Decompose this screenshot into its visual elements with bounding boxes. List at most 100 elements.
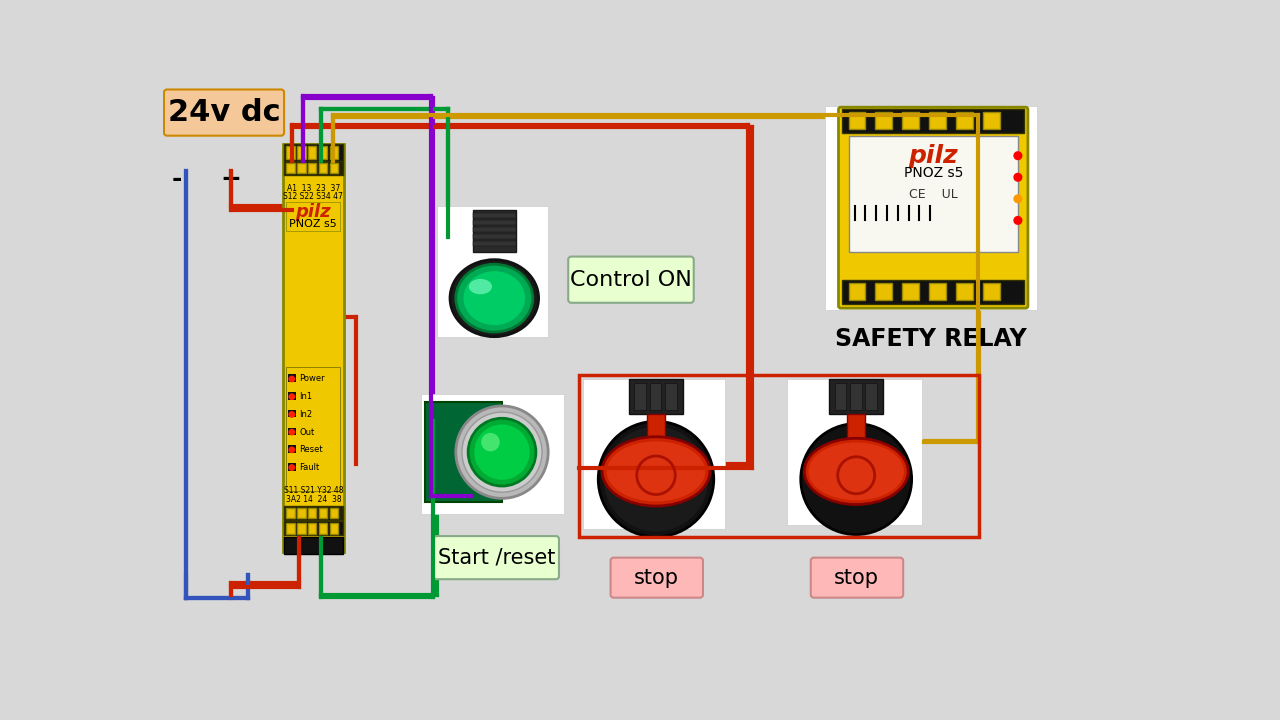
Text: PNOZ s5: PNOZ s5 <box>904 166 963 181</box>
Bar <box>329 508 338 518</box>
Text: SAFETY RELAY: SAFETY RELAY <box>836 327 1027 351</box>
Text: S12 S22 S34 47: S12 S22 S34 47 <box>283 192 343 201</box>
FancyBboxPatch shape <box>568 256 694 303</box>
Circle shape <box>468 418 536 486</box>
Bar <box>284 537 343 554</box>
Bar <box>436 206 548 337</box>
Bar <box>319 508 328 518</box>
Ellipse shape <box>602 437 710 506</box>
Text: stop: stop <box>833 567 878 588</box>
Text: Start /reset: Start /reset <box>438 548 556 567</box>
Text: Reset: Reset <box>300 446 323 454</box>
Bar <box>421 395 563 514</box>
Circle shape <box>1014 217 1021 224</box>
Bar <box>849 283 865 300</box>
Bar <box>829 379 883 414</box>
Bar <box>287 202 340 231</box>
FancyBboxPatch shape <box>434 536 559 579</box>
Text: Fault: Fault <box>300 463 320 472</box>
Text: Out: Out <box>300 428 315 436</box>
Ellipse shape <box>456 264 532 332</box>
Ellipse shape <box>463 271 525 325</box>
Bar <box>847 414 865 452</box>
Bar <box>287 163 294 174</box>
Circle shape <box>598 421 714 537</box>
FancyBboxPatch shape <box>810 557 904 598</box>
Ellipse shape <box>607 441 705 501</box>
Bar <box>319 163 328 174</box>
Bar <box>876 283 892 300</box>
Circle shape <box>604 427 708 531</box>
Bar <box>666 383 677 410</box>
Bar <box>929 112 946 129</box>
Bar <box>956 283 973 300</box>
Bar <box>283 144 344 552</box>
FancyBboxPatch shape <box>611 557 703 598</box>
Bar <box>425 402 502 502</box>
Bar <box>284 144 343 161</box>
Bar <box>287 146 294 159</box>
Bar <box>297 523 306 534</box>
FancyBboxPatch shape <box>164 89 284 135</box>
Bar <box>288 374 296 382</box>
Bar <box>842 109 1024 132</box>
Bar <box>308 163 316 174</box>
Bar <box>956 112 973 129</box>
Bar <box>650 383 662 410</box>
Ellipse shape <box>809 443 904 500</box>
Bar <box>849 137 1018 252</box>
Bar <box>288 463 296 471</box>
Bar <box>329 146 338 159</box>
Bar <box>297 146 306 159</box>
Text: stop: stop <box>634 567 678 588</box>
Text: In2: In2 <box>300 410 312 419</box>
Bar <box>835 383 846 410</box>
Circle shape <box>1014 152 1021 160</box>
Circle shape <box>289 429 294 435</box>
Circle shape <box>801 423 911 534</box>
Ellipse shape <box>804 438 909 505</box>
Bar <box>826 106 1037 310</box>
Bar <box>284 521 343 535</box>
Bar <box>287 508 294 518</box>
Bar <box>628 379 684 414</box>
Circle shape <box>1014 195 1021 202</box>
Bar <box>850 383 861 410</box>
Bar <box>635 383 646 410</box>
Bar <box>902 283 919 300</box>
Bar <box>288 445 296 453</box>
Bar <box>472 220 516 225</box>
Bar <box>329 523 338 534</box>
Text: pilz: pilz <box>296 203 332 221</box>
Circle shape <box>289 412 294 417</box>
Bar <box>646 414 666 452</box>
Text: A1  13  23  37: A1 13 23 37 <box>287 184 340 193</box>
Bar <box>472 241 516 246</box>
Bar <box>983 112 1000 129</box>
Text: PNOZ s5: PNOZ s5 <box>289 219 337 229</box>
Circle shape <box>289 465 294 470</box>
Bar <box>787 379 922 526</box>
Bar <box>329 163 338 174</box>
Bar <box>284 161 343 175</box>
Bar <box>288 410 296 418</box>
Bar <box>308 523 316 534</box>
Bar <box>929 283 946 300</box>
FancyBboxPatch shape <box>838 107 1028 308</box>
Circle shape <box>462 412 541 492</box>
Bar <box>308 146 316 159</box>
Text: pilz: pilz <box>909 144 957 168</box>
Bar <box>842 280 1024 304</box>
Text: Control ON: Control ON <box>571 270 692 289</box>
Circle shape <box>456 406 548 498</box>
Text: 24v dc: 24v dc <box>168 98 280 127</box>
Bar <box>288 428 296 435</box>
Bar <box>284 506 343 520</box>
Bar <box>582 379 726 529</box>
Text: CE    UL: CE UL <box>909 188 957 201</box>
Ellipse shape <box>451 260 539 337</box>
Circle shape <box>289 394 294 400</box>
Bar <box>319 146 328 159</box>
Bar <box>308 508 316 518</box>
Bar <box>297 508 306 518</box>
